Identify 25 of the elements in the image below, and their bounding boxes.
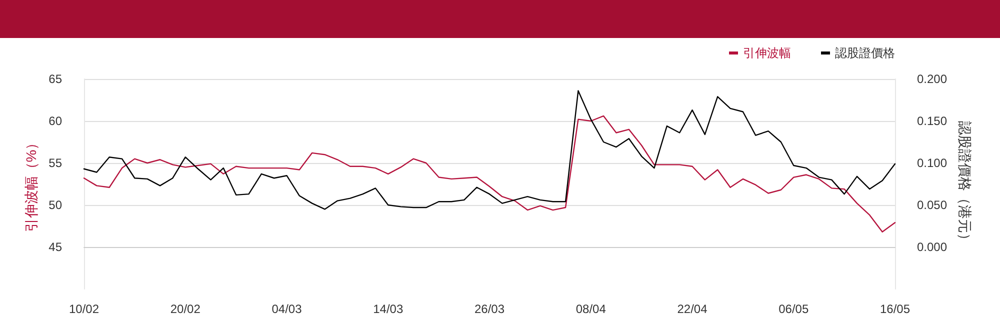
x-tick-label: 16/05 [880, 302, 910, 316]
x-tick-label: 06/05 [778, 302, 809, 316]
y2-tick-label: 0.200 [917, 72, 948, 86]
x-tick-label: 14/03 [373, 302, 404, 316]
y-tick-label: 50 [48, 198, 62, 212]
x-tick-label: 04/03 [272, 302, 302, 316]
x-tick-label: 20/02 [170, 302, 201, 316]
x-tick-label: 22/04 [677, 302, 708, 316]
legend-label: 認股證價格 [835, 46, 895, 60]
y-tick-label: 55 [48, 156, 62, 170]
y-tick-label: 60 [48, 114, 62, 128]
legend-label: 引伸波幅 [743, 46, 791, 60]
y-tick-label: 65 [48, 72, 62, 86]
y2-tick-label: 0.000 [917, 240, 948, 254]
y2-tick-label: 0.150 [917, 114, 948, 128]
y-axis-title: 引伸波幅（%） [22, 136, 39, 232]
x-tick-label: 10/02 [68, 302, 100, 316]
line-series [83, 115, 896, 232]
line-series [83, 90, 896, 210]
x-tick-label: 26/03 [474, 302, 505, 316]
y-tick-label: 45 [48, 240, 62, 254]
y2-tick-label: 0.100 [917, 156, 948, 170]
y2-axis-title: 認股證價格（港元） [956, 121, 973, 247]
y2-tick-label: 0.050 [917, 198, 948, 212]
x-tick-label: 08/04 [576, 302, 606, 316]
